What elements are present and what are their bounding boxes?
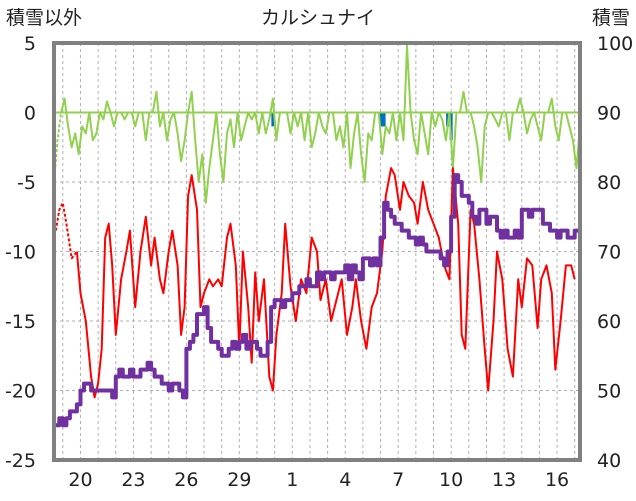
left-tick-label: -5 xyxy=(17,172,36,194)
right-tick-label: 40 xyxy=(597,450,621,472)
x-tick-label: 23 xyxy=(121,469,145,491)
x-tick-label: 20 xyxy=(68,469,92,491)
wind-dashed-line xyxy=(53,112,63,183)
temperature-line xyxy=(75,167,576,399)
left-tick-label: -15 xyxy=(5,311,36,333)
precip-bar xyxy=(271,112,275,127)
right-tick-label: 60 xyxy=(597,311,621,333)
x-tick-label: 16 xyxy=(545,469,569,491)
right-y-axis: 100 90 80 70 60 50 40 xyxy=(597,33,633,472)
right-tick-label: 100 xyxy=(597,33,633,55)
temperature-dashed-line xyxy=(54,201,78,260)
left-axis-label: 積雪以外 xyxy=(6,7,82,29)
left-tick-label: 5 xyxy=(24,33,36,55)
x-tick-label: 1 xyxy=(286,469,298,491)
left-tick-label: 0 xyxy=(24,103,36,125)
x-tick-label: 29 xyxy=(227,469,251,491)
right-tick-label: 90 xyxy=(597,103,621,125)
precip-bar xyxy=(382,112,386,127)
snow-depth-line xyxy=(55,173,582,428)
chart-title: カルシュナイ xyxy=(261,7,375,29)
right-tick-label: 80 xyxy=(597,172,621,194)
series-lines xyxy=(53,44,582,428)
left-tick-label: -25 xyxy=(5,450,36,472)
x-tick-label: 13 xyxy=(492,469,516,491)
x-tick-label: 4 xyxy=(339,469,351,491)
x-tick-label: 10 xyxy=(439,469,463,491)
precip-bar xyxy=(380,112,384,127)
x-axis: 20 23 26 29 1 4 7 10 13 16 xyxy=(68,469,569,491)
plot-frame xyxy=(52,41,582,462)
precip-bar xyxy=(379,112,383,127)
x-tick-label: 7 xyxy=(392,469,404,491)
right-tick-label: 70 xyxy=(597,242,621,264)
left-y-axis: 5 0 -5 -10 -15 -20 -25 xyxy=(5,33,36,472)
left-tick-label: -10 xyxy=(5,242,36,264)
x-tick-label: 26 xyxy=(174,469,198,491)
right-axis-label: 積雪 xyxy=(592,7,630,29)
left-tick-label: -20 xyxy=(5,381,36,403)
right-tick-label: 50 xyxy=(597,381,621,403)
wind-line xyxy=(60,44,581,204)
